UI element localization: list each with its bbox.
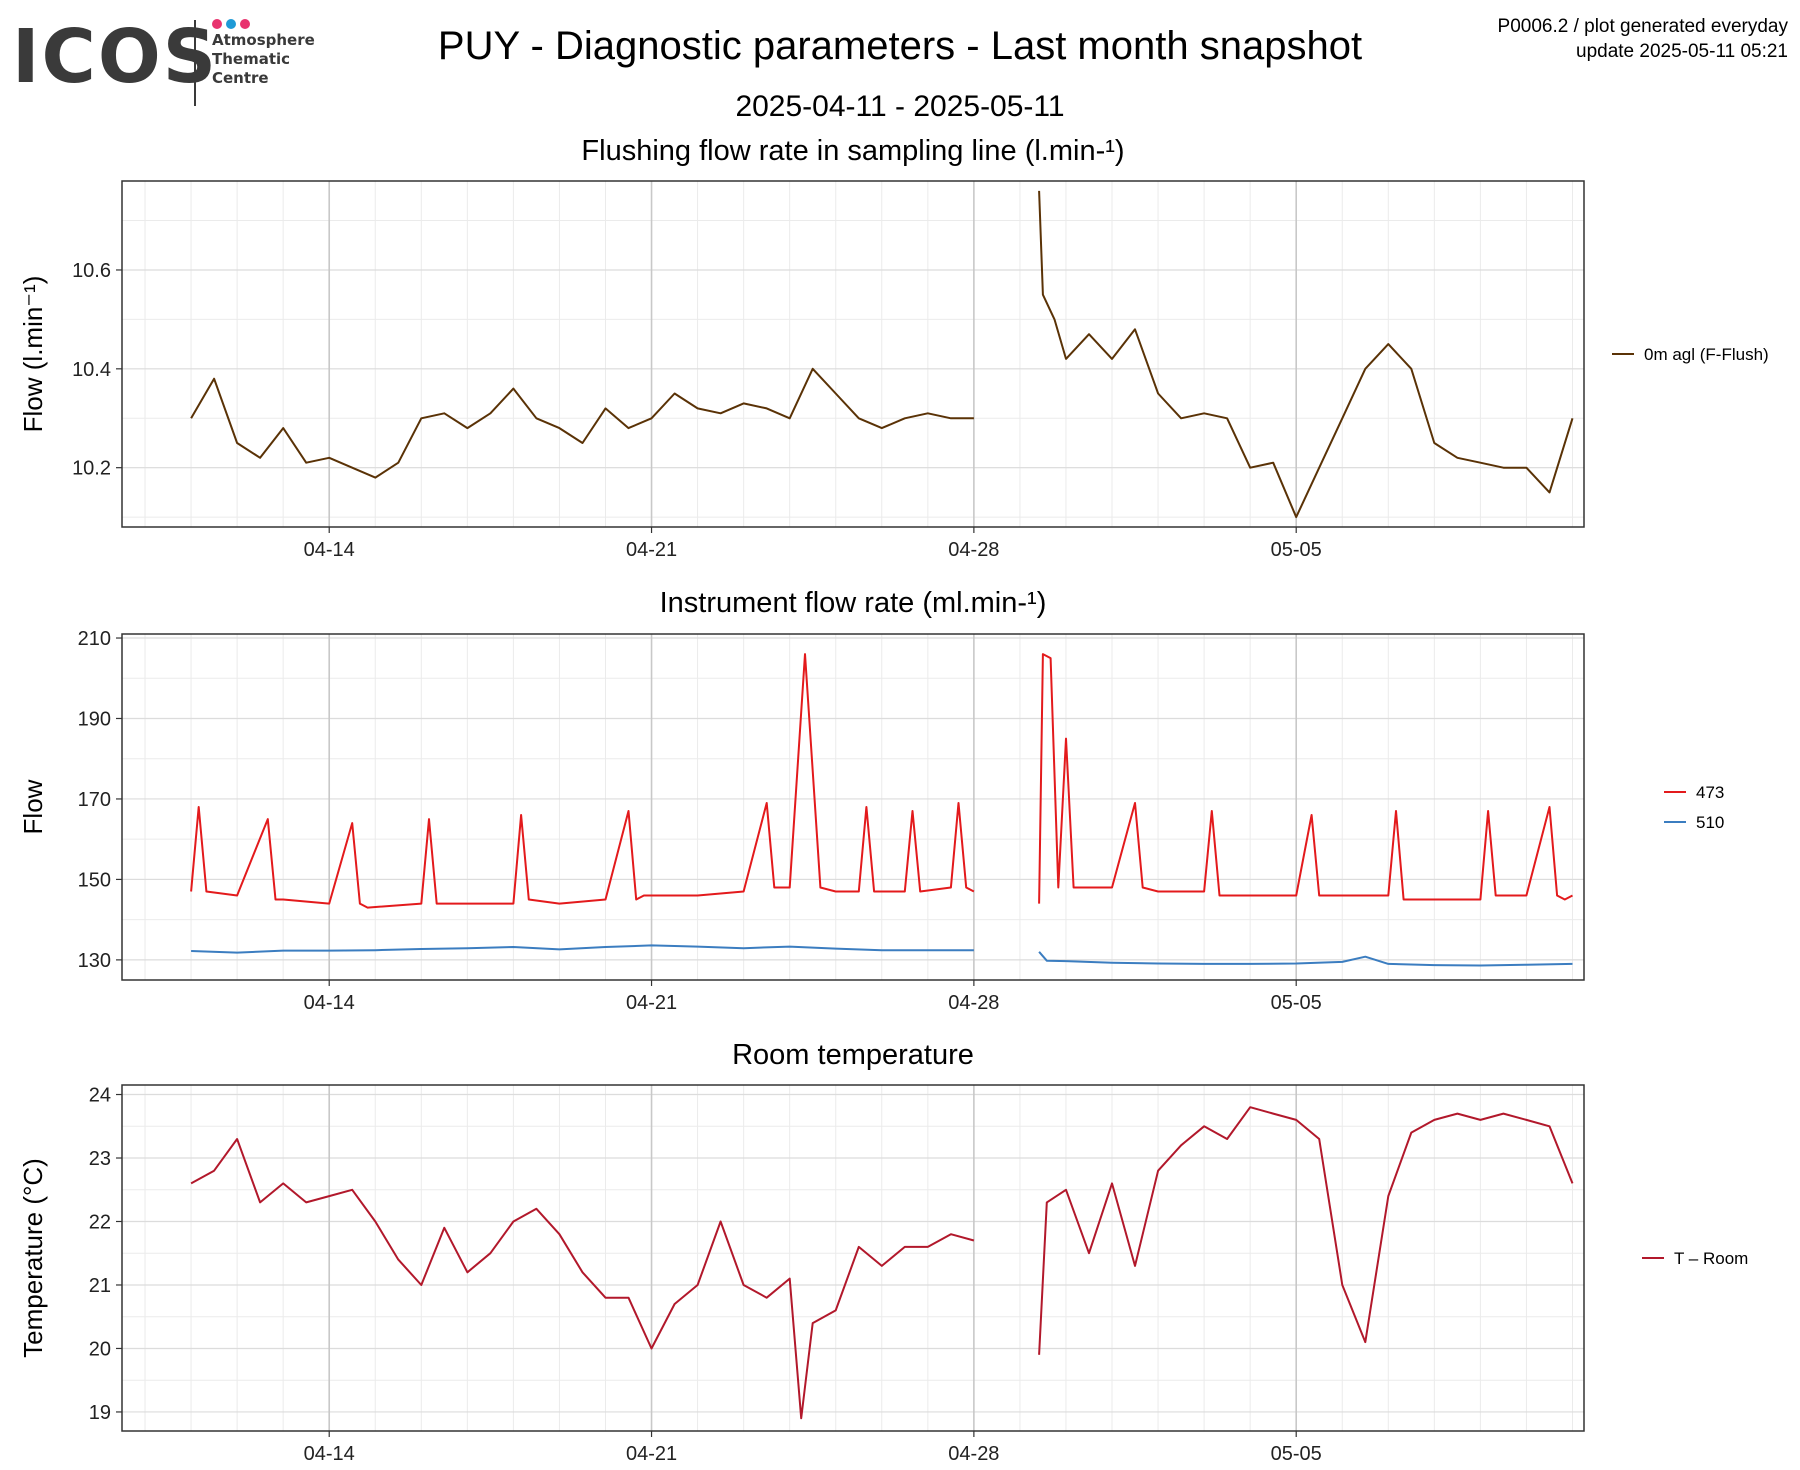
y-tick-label: 10.6 xyxy=(72,260,111,282)
x-tick-label: 05-05 xyxy=(1271,539,1322,561)
y-axis-label: Flow (l.min⁻¹) xyxy=(18,276,48,433)
chart-title: Flushing flow rate in sampling line (l.m… xyxy=(581,135,1124,167)
chart-panel-0: Flushing flow rate in sampling line (l.m… xyxy=(18,135,1769,561)
y-tick-label: 22 xyxy=(89,1211,111,1233)
series-line xyxy=(190,367,974,479)
date-range: 2025-04-11 - 2025-05-11 xyxy=(735,90,1065,123)
x-tick-label: 04-28 xyxy=(948,992,999,1014)
series-line xyxy=(190,653,975,909)
x-tick-label: 04-21 xyxy=(626,1443,677,1465)
plot-id-line: P0006.2 / plot generated everyday xyxy=(1497,16,1788,37)
legend-label: 0m agl (F-Flush) xyxy=(1644,345,1769,364)
legend-label: 473 xyxy=(1696,783,1724,802)
series-line xyxy=(190,1138,975,1420)
x-tick-label: 04-14 xyxy=(304,1443,355,1465)
plot-frame xyxy=(121,633,1585,981)
y-tick-label: 23 xyxy=(89,1148,111,1170)
logo-line-thematic: Thematic xyxy=(212,50,291,68)
logo-dot xyxy=(212,19,222,29)
y-tick-label: 10.4 xyxy=(72,359,111,381)
logo-line-atmosphere: Atmosphere xyxy=(212,31,315,49)
x-tick-label: 04-28 xyxy=(948,539,999,561)
x-tick-label: 04-21 xyxy=(626,992,677,1014)
legend-label: T – Room xyxy=(1674,1249,1748,1268)
x-tick-label: 04-28 xyxy=(948,1443,999,1465)
y-tick-label: 130 xyxy=(78,950,111,972)
icos-logo: ICOS Atmosphere Thematic Centre xyxy=(12,14,342,114)
y-axis-label: Flow xyxy=(18,779,48,834)
x-tick-label: 05-05 xyxy=(1271,992,1322,1014)
x-tick-label: 04-21 xyxy=(626,539,677,561)
plot-frame xyxy=(121,180,1585,528)
chart-panel-2: Room temperature 19 20 21 22 23 24 04-14 04-21 04… xyxy=(18,1039,1748,1465)
logo-dots xyxy=(212,16,254,34)
page-title: PUY - Diagnostic parameters - Last month… xyxy=(437,24,1363,68)
y-tick-label: 20 xyxy=(89,1338,111,1360)
y-tick-label: 210 xyxy=(78,628,111,650)
y-tick-label: 170 xyxy=(78,789,111,811)
y-tick-label: 21 xyxy=(89,1275,111,1297)
y-tick-label: 150 xyxy=(78,869,111,891)
series-line xyxy=(1038,951,1573,967)
logo-dot xyxy=(226,19,236,29)
y-tick-label: 190 xyxy=(78,708,111,730)
x-tick-label: 04-14 xyxy=(304,539,355,561)
x-tick-label: 04-14 xyxy=(304,992,355,1014)
generation-info: P0006.2 / plot generated everyday update… xyxy=(1498,14,1788,64)
series-line xyxy=(1038,190,1574,519)
logo-line-centre: Centre xyxy=(212,69,269,87)
legend-label: 510 xyxy=(1696,813,1724,832)
series-line xyxy=(1038,1106,1574,1355)
plot-frame xyxy=(121,1084,1585,1432)
logo-divider xyxy=(194,20,196,106)
y-axis-label: Temperature (°C) xyxy=(18,1158,48,1358)
chart-title: Room temperature xyxy=(732,1039,974,1071)
series-line xyxy=(191,944,974,954)
logo-subtitle: Atmosphere Thematic Centre xyxy=(212,31,315,88)
logo-wordmark: ICOS xyxy=(12,14,219,100)
logo-dot xyxy=(240,19,250,29)
y-tick-label: 10.2 xyxy=(72,458,111,480)
update-line: update 2025-05-11 05:21 xyxy=(1576,41,1788,62)
chart-panel-1: Instrument flow rate (ml.min-¹) 130 150 170… xyxy=(18,587,1724,1014)
x-tick-label: 05-05 xyxy=(1271,1443,1322,1465)
y-tick-label: 19 xyxy=(89,1402,111,1424)
chart-title: Instrument flow rate (ml.min-¹) xyxy=(660,587,1047,619)
series-line xyxy=(1038,653,1573,904)
y-tick-label: 24 xyxy=(89,1085,111,1107)
